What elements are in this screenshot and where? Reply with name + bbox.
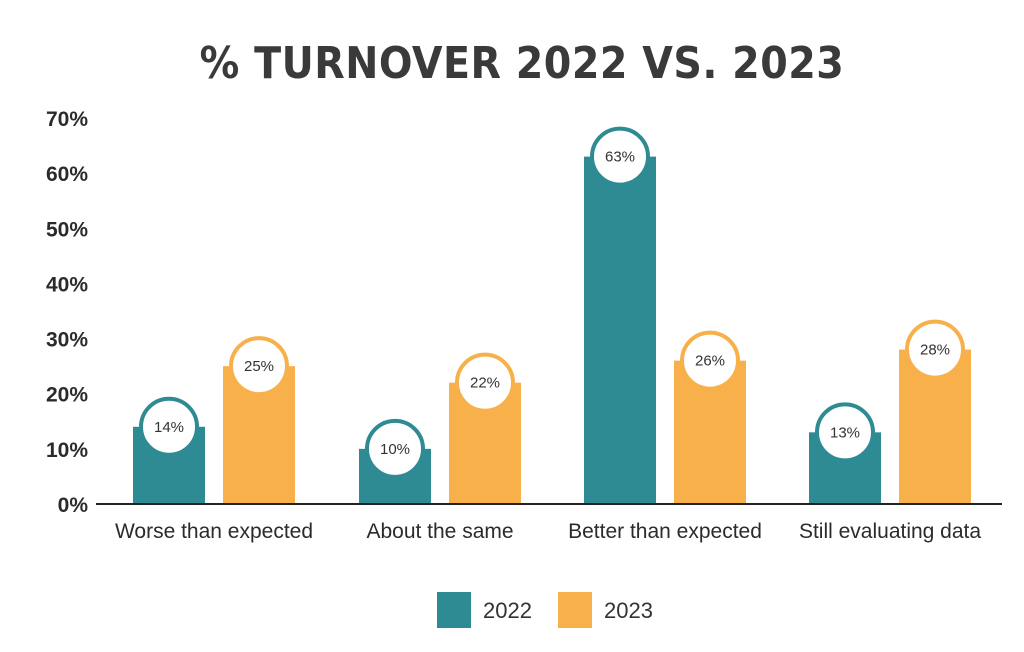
value-badge-2022-1 (365, 418, 425, 479)
x-tick-label: About the same (366, 520, 513, 543)
y-tick-label: 70% (46, 108, 88, 131)
data-label-2023-1: 22% (470, 375, 500, 392)
x-tick-label: Still evaluating data (799, 520, 981, 543)
legend-label-2022: 2022 (483, 598, 532, 623)
bar-2022-2 (584, 156, 656, 504)
legend: 2022 2023 (437, 592, 653, 628)
chart-title: % TURNOVER 2022 VS. 2023 (200, 38, 845, 89)
legend-swatch-2023 (558, 592, 592, 628)
value-badge-2022-0 (139, 396, 199, 457)
value-badge-2022-2 (590, 126, 650, 187)
data-label-2022-2: 63% (605, 149, 635, 166)
value-badge-2023-0 (229, 336, 289, 397)
y-tick-label: 40% (46, 273, 88, 296)
y-axis: 0% 10% 20% 30% 40% 50% 60% 70% (46, 108, 88, 517)
y-tick-label: 50% (46, 218, 88, 241)
y-tick-label: 0% (58, 494, 89, 517)
legend-swatch-2022 (437, 592, 471, 628)
y-tick-label: 20% (46, 384, 88, 407)
data-label-2022-0: 14% (154, 419, 184, 436)
data-label-2023-0: 25% (244, 358, 274, 375)
data-label-2022-1: 10% (380, 441, 410, 458)
x-tick-label: Better than expected (568, 520, 762, 543)
y-tick-label: 30% (46, 329, 88, 352)
value-badge-2022-3 (815, 402, 875, 463)
data-label-2022-3: 13% (830, 424, 860, 441)
x-axis: Worse than expected About the same Better … (115, 520, 981, 543)
value-badge-2023-2 (680, 330, 740, 391)
y-tick-label: 10% (46, 439, 88, 462)
value-badge-2023-3 (905, 319, 965, 380)
value-badge-2023-1 (455, 352, 515, 413)
bars: 14% 10% 63% 13% 25% 22% 26% 28% (133, 126, 971, 504)
y-tick-label: 60% (46, 163, 88, 186)
x-tick-label: Worse than expected (115, 520, 313, 543)
data-label-2023-3: 28% (920, 342, 950, 359)
legend-label-2023: 2023 (604, 598, 653, 623)
data-label-2023-2: 26% (695, 353, 725, 370)
